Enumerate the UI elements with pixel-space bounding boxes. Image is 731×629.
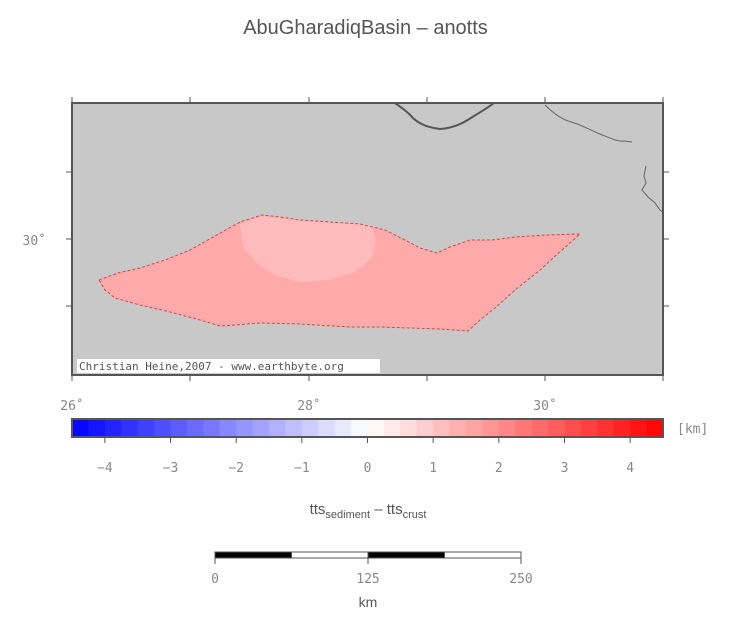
colorbar-cell bbox=[433, 419, 451, 437]
colorbar-cell bbox=[367, 419, 385, 437]
basin-core bbox=[240, 216, 376, 282]
scale-bar: 0 125 250 km bbox=[211, 551, 533, 610]
frame-ticks bbox=[66, 97, 669, 381]
scale-label-250: 250 bbox=[509, 572, 532, 587]
colorbar-cell bbox=[154, 419, 172, 437]
scale-segment-2 bbox=[291, 551, 369, 559]
colorbar-cells bbox=[72, 419, 664, 437]
colorbar-cell bbox=[72, 419, 90, 437]
colorbar-cell bbox=[186, 419, 204, 437]
basin-boundary bbox=[98, 214, 582, 332]
scale-segment-1 bbox=[214, 551, 292, 559]
river bbox=[544, 104, 633, 143]
colorbar-cell bbox=[170, 419, 188, 437]
credit-text: Christian Heine,2007 - www.earthbyte.org bbox=[79, 360, 344, 373]
colorbar-unit: [km] bbox=[677, 422, 708, 437]
colorbar-cell bbox=[121, 419, 139, 437]
colorbar-tick-label: −1 bbox=[294, 461, 310, 476]
colorbar-tick-label: 1 bbox=[429, 461, 437, 476]
border-line bbox=[641, 165, 664, 213]
scale-label-125: 125 bbox=[356, 572, 379, 587]
colorbar-cell bbox=[564, 419, 582, 437]
colorbar-tick-label: 0 bbox=[364, 461, 372, 476]
colorbar-cell bbox=[498, 419, 516, 437]
colorbar-cell bbox=[580, 419, 598, 437]
colorbar-cell bbox=[351, 419, 369, 437]
colorbar-cell bbox=[515, 419, 533, 437]
colorbar-cell bbox=[466, 419, 484, 437]
colorbar-cell bbox=[236, 419, 254, 437]
map-panel: 30˚ 26˚ 28˚ 30˚ Christian Heine,2007 - w… bbox=[23, 97, 669, 414]
colorbar-cell bbox=[104, 419, 122, 437]
colorbar-cell bbox=[383, 419, 401, 437]
colorbar-cell bbox=[334, 419, 352, 437]
colorbar-cell bbox=[88, 419, 106, 437]
colorbar-cell bbox=[285, 419, 303, 437]
colorbar-cell bbox=[531, 419, 549, 437]
formula-base-2: tts bbox=[387, 501, 403, 518]
colorbar-formula: ttssediment – ttscrust bbox=[310, 501, 427, 521]
formula-base-1: tts bbox=[310, 501, 326, 518]
colorbar-cell bbox=[269, 419, 287, 437]
lon-label-26: 26˚ bbox=[60, 398, 83, 414]
colorbar-cell bbox=[318, 419, 336, 437]
colorbar-tick-label: −2 bbox=[228, 461, 244, 476]
colorbar-cell bbox=[301, 419, 319, 437]
lon-label-30: 30˚ bbox=[533, 398, 556, 414]
colorbar-cell bbox=[203, 419, 221, 437]
colorbar-cell bbox=[597, 419, 615, 437]
colorbar: [km] −4 −3 −2 −1 0 1 2 3 4 bbox=[71, 418, 708, 476]
colorbar-cell bbox=[613, 419, 631, 437]
colorbar-cell bbox=[252, 419, 270, 437]
formula-operator: – bbox=[370, 501, 387, 518]
colorbar-cell bbox=[630, 419, 648, 437]
scale-label-0: 0 bbox=[211, 572, 219, 587]
colorbar-tick-label: 3 bbox=[561, 461, 569, 476]
scale-unit: km bbox=[359, 594, 378, 610]
colorbar-tick-label: −3 bbox=[163, 461, 179, 476]
scale-segment-4 bbox=[444, 551, 522, 559]
coastline bbox=[394, 102, 495, 131]
colorbar-ticks: −4 −3 −2 −1 0 1 2 3 4 bbox=[97, 437, 634, 476]
map-title: AbuGharadiqBasin – anotts bbox=[243, 17, 488, 39]
colorbar-cell bbox=[548, 419, 566, 437]
credit-box bbox=[77, 359, 380, 373]
lat-label-30: 30˚ bbox=[23, 233, 46, 249]
colorbar-cell bbox=[482, 419, 500, 437]
colorbar-tick-label: 4 bbox=[626, 461, 634, 476]
colorbar-cell bbox=[646, 419, 664, 437]
formula-sub-1: sediment bbox=[325, 509, 370, 521]
lon-label-28: 28˚ bbox=[297, 398, 320, 414]
colorbar-cell bbox=[400, 419, 418, 437]
colorbar-tick-label: −4 bbox=[97, 461, 113, 476]
colorbar-cell bbox=[219, 419, 237, 437]
colorbar-cell bbox=[137, 419, 155, 437]
scale-segment-3 bbox=[367, 551, 445, 559]
colorbar-cell bbox=[416, 419, 434, 437]
colorbar-cell bbox=[449, 419, 467, 437]
formula-sub-2: crust bbox=[403, 509, 427, 521]
colorbar-tick-label: 2 bbox=[495, 461, 503, 476]
